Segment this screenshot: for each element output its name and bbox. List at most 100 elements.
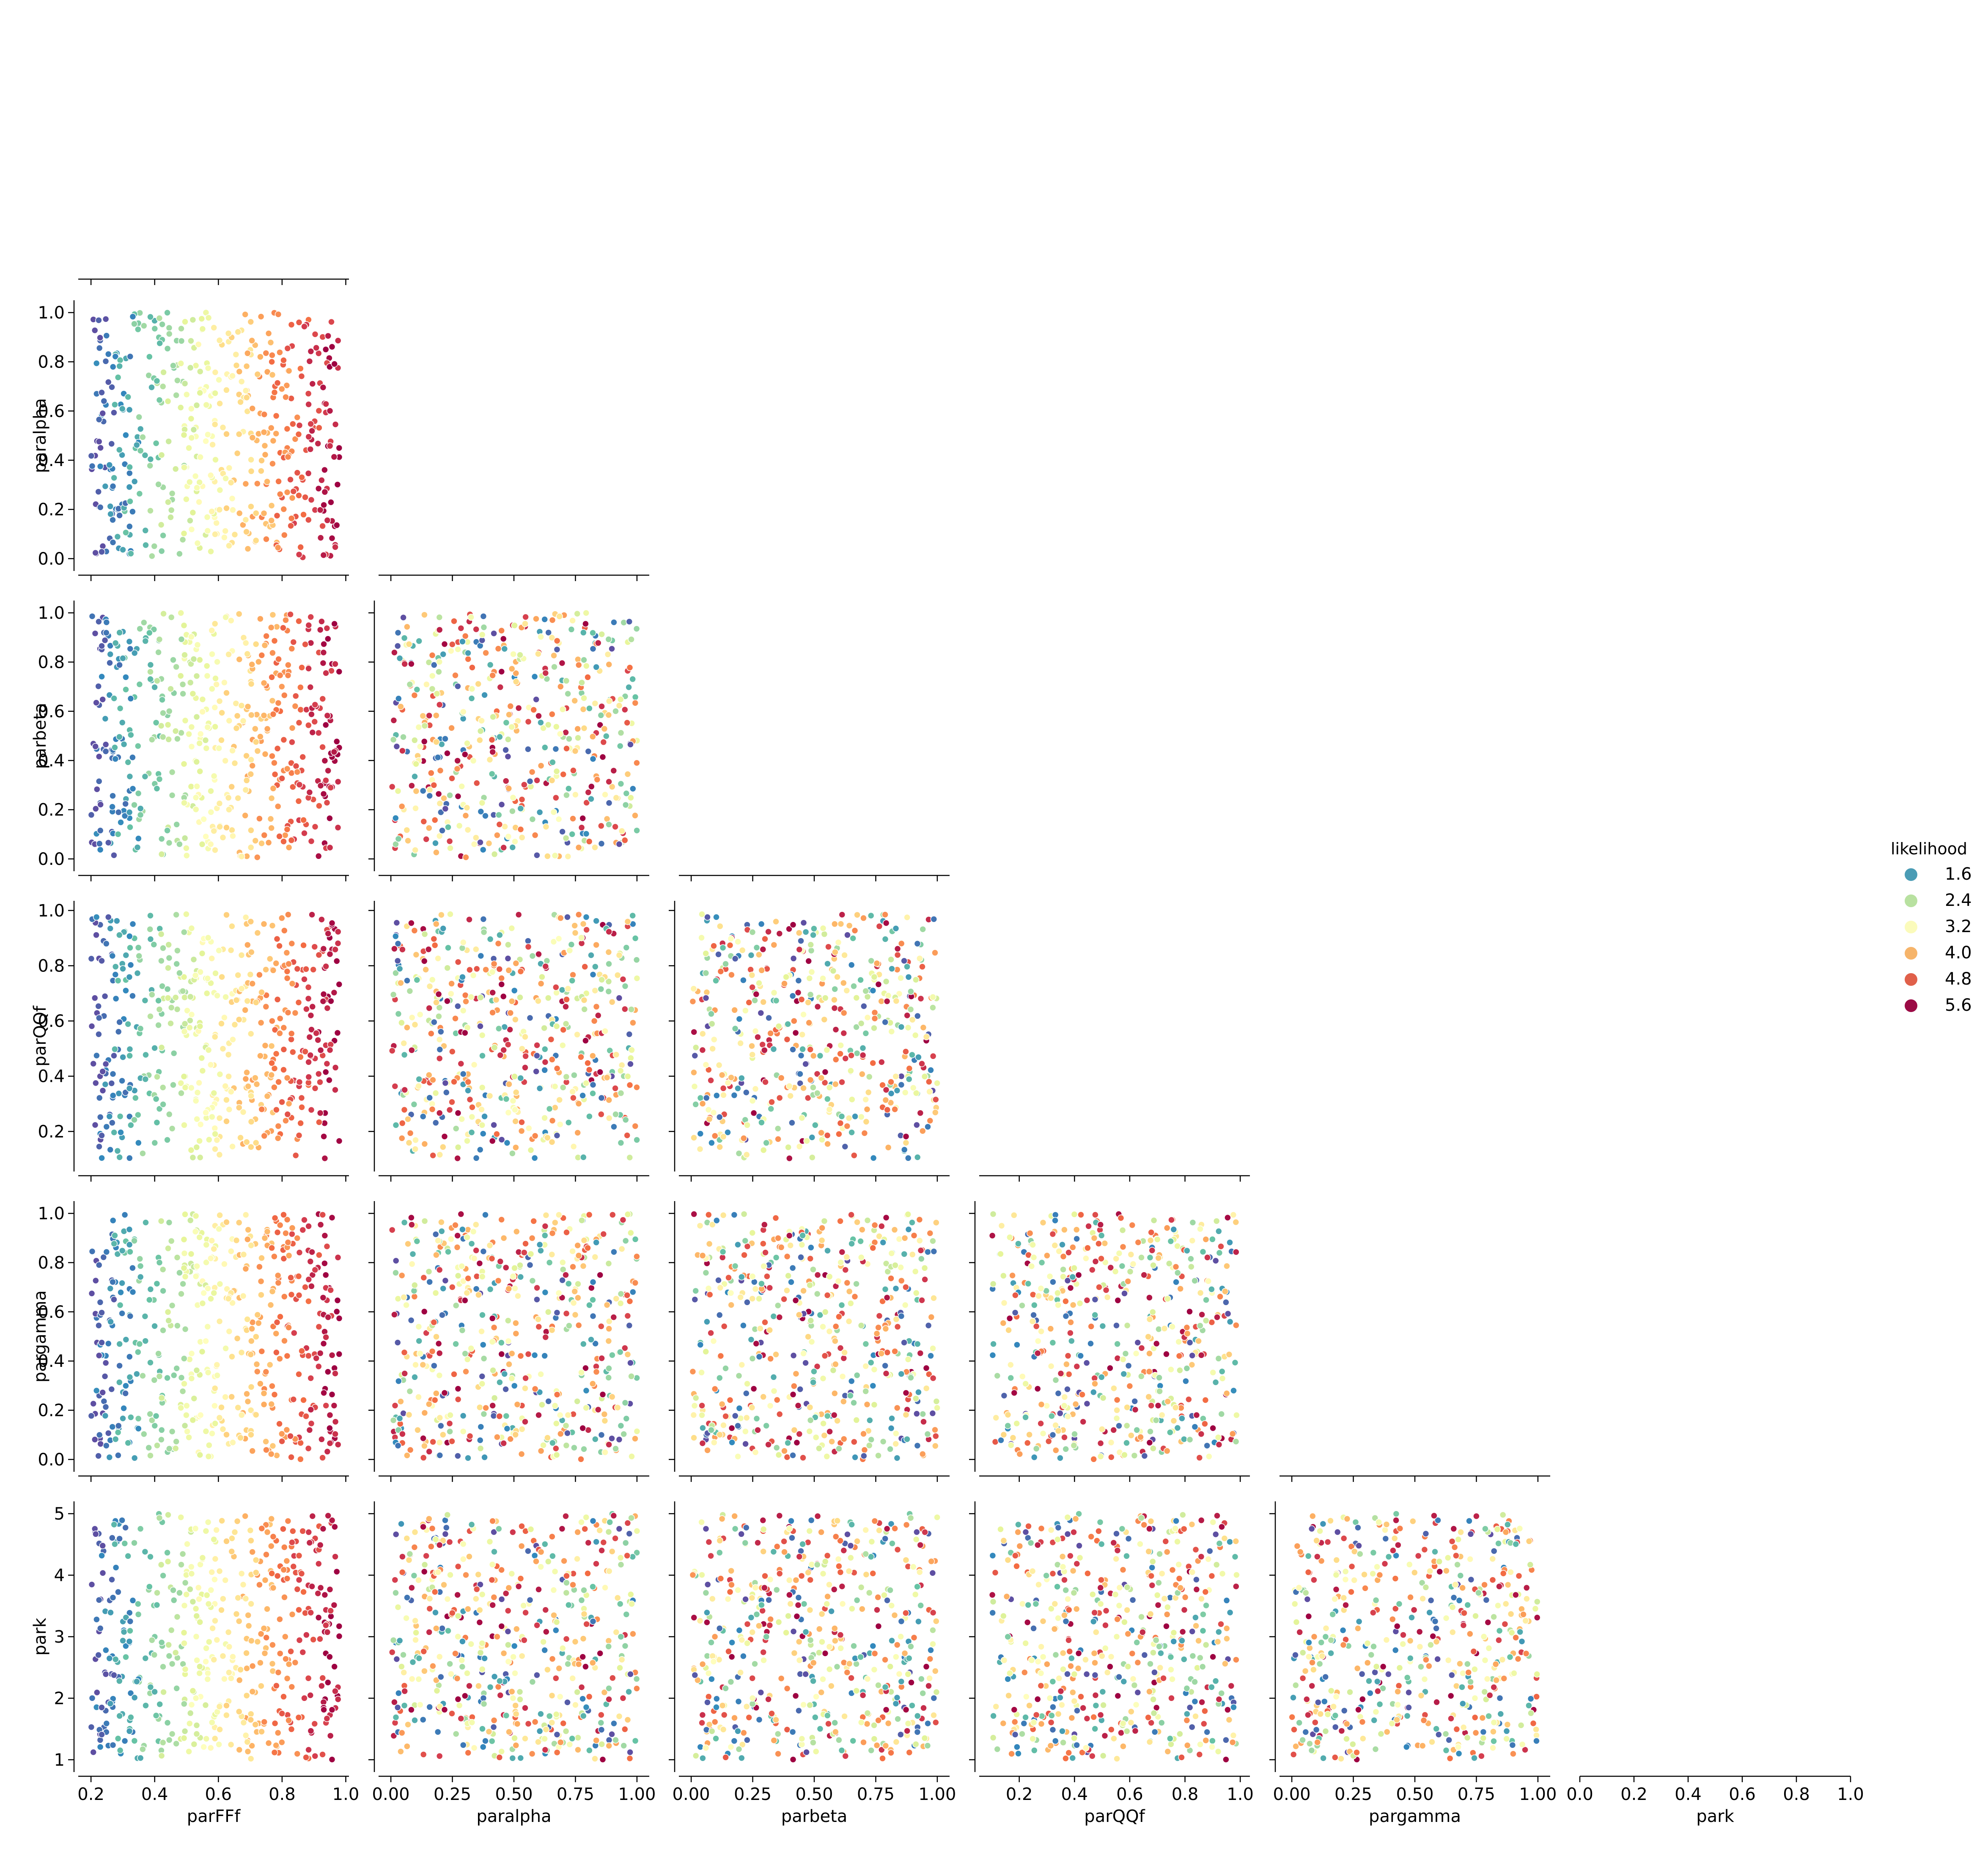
scatter-point [517,805,524,812]
scatter-point [918,1255,925,1262]
scatter-point [627,1060,634,1068]
scatter-point [178,1089,185,1097]
scatter-point [110,409,118,416]
scatter-point [324,767,332,774]
scatter-point [242,516,250,524]
scatter-point [553,1451,560,1459]
scatter-point [711,1439,718,1446]
scatter-point [110,1052,118,1059]
scatter-point [934,1079,941,1087]
scatter-point [891,1226,898,1234]
scatter-point [151,543,158,550]
scatter-point [106,461,113,469]
scatter-point [207,809,215,816]
scatter-point [254,480,261,487]
scatter-point [802,1359,809,1366]
scatter-point [413,976,421,984]
scatter-point [306,789,313,796]
scatter-point [574,725,581,732]
scatter-point [225,1106,233,1113]
scatter-point [842,1266,849,1273]
scatter-point [494,645,502,653]
scatter-point [760,1240,767,1247]
scatter-point [95,683,102,690]
scatter-point [596,721,604,729]
scatter-point [902,1389,910,1396]
scatter-point [541,1223,549,1230]
scatter-point [408,660,415,668]
scatter-point [864,993,871,1001]
scatter-point [157,722,165,730]
scatter-point [176,969,183,977]
scatter-point [901,1146,908,1153]
scatter-point [742,1007,749,1014]
scatter-point [135,944,142,951]
scatter-point [394,1339,401,1346]
scatter-point [632,694,639,701]
scatter-point [1137,1433,1144,1441]
scatter-point [262,1368,270,1376]
scatter-point [254,1311,261,1319]
scatter-point [442,1277,449,1284]
scatter-point [167,685,174,693]
scatter-point [718,1400,726,1408]
scatter-point [204,1369,212,1376]
scatter-point [211,390,219,397]
scatter-point [480,928,488,936]
scatter-point [867,912,875,919]
scatter-point [302,494,309,501]
scatter-point [298,474,305,481]
scatter-point [1232,1218,1240,1226]
scatter-point [531,1154,538,1162]
scatter-point [522,1064,529,1071]
scatter-point [624,1211,632,1218]
scatter-point [306,357,313,365]
scatter-point [280,1211,287,1218]
scatter-point [601,1027,609,1035]
scatter-point [464,1275,472,1282]
scatter-point [311,331,319,338]
scatter-point [486,936,494,943]
scatter-point [912,976,920,983]
scatter-point [838,1248,846,1256]
scatter-point [511,1265,518,1272]
scatter-point [456,822,463,829]
scatter-point [736,1015,743,1023]
scatter-point [888,1250,895,1257]
scatter-point [884,1144,892,1151]
scatter-point [305,622,313,629]
scatter-point [188,1375,195,1382]
scatter-point [164,1374,171,1382]
scatter-point [570,1299,577,1307]
scatter-point [863,1401,871,1408]
scatter-point [207,787,214,795]
scatter-point [860,914,867,922]
scatter-point [562,1422,570,1429]
scatter-point [188,405,195,412]
scatter-point [449,641,456,648]
scatter-point [112,1435,119,1443]
scatter-point [254,747,261,755]
scatter-point [207,979,214,987]
scatter-point [706,1240,713,1248]
scatter-point [489,713,497,721]
scatter-point [859,1226,866,1233]
scatter-point [334,928,342,936]
scatter-point [436,1151,444,1158]
scatter-point [563,1442,570,1449]
scatter-point [222,475,229,482]
scatter-point [205,1453,212,1460]
scatter-point [468,1240,475,1247]
scatter-point [627,1359,634,1366]
scatter-point [478,1084,486,1091]
scatter-point [307,613,314,621]
scatter-point [154,1073,161,1081]
scatter-point [276,942,283,949]
scatter-point [305,665,312,672]
scatter-point [781,1447,788,1455]
scatter-point [928,1314,935,1321]
scatter-point [261,642,269,649]
scatter-point [473,779,481,787]
scatter-point [549,1439,556,1447]
scatter-point [407,1317,415,1324]
